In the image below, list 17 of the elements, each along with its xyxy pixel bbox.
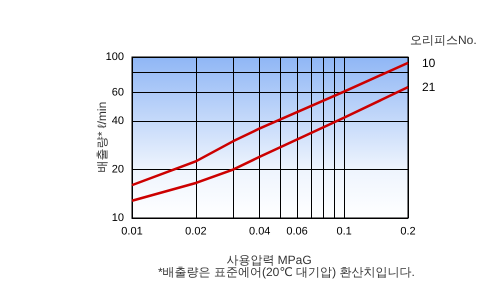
x-tick-label: 0.01	[121, 226, 143, 238]
y-tick-label: 40	[112, 115, 124, 128]
x-tick-label: 0.2	[400, 226, 416, 238]
y-tick-label: 20	[112, 164, 124, 176]
series-label: 10	[422, 56, 436, 70]
x-tick-label: 0.02	[185, 226, 207, 238]
text: *배출량은 표준에어(20℃ 대기압) 환산치입니다.	[158, 265, 415, 279]
y-tick-label: 10	[112, 212, 124, 224]
legend-title: 오리피스No.	[410, 33, 477, 47]
y-tick-label: 100	[106, 51, 124, 63]
y-tick-label: 60	[112, 86, 124, 99]
x-tick-label: 0.06	[286, 226, 308, 238]
x-axis-title: 사용압력 MPaG	[226, 253, 312, 267]
y-axis-title: 배출량* ℓ/min	[95, 102, 109, 172]
x-tick-label: 0.04	[249, 226, 270, 238]
x-tick-label: 0.1	[336, 226, 352, 238]
series-label: 21	[422, 80, 436, 94]
